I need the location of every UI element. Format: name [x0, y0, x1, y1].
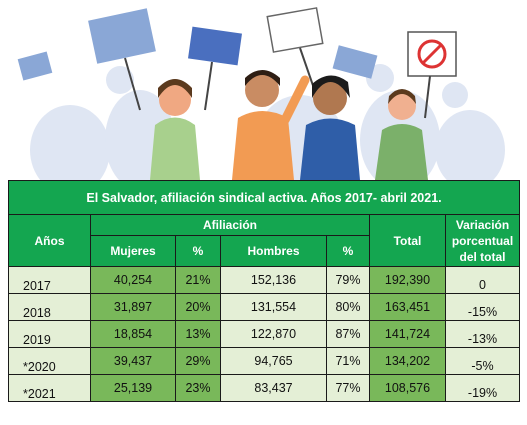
cell-year: 2018	[8, 293, 91, 321]
person-blue	[300, 75, 360, 180]
cell-pct-men: 77%	[326, 374, 370, 402]
sign-left	[88, 8, 156, 111]
cell-total: 192,390	[369, 266, 446, 294]
cell-pct-women: 13%	[175, 320, 221, 348]
cell-women: 18,854	[90, 320, 176, 348]
cell-pct-men: 80%	[326, 293, 370, 321]
cell-variation: -13%	[444, 320, 521, 348]
cell-pct-women: 21%	[175, 266, 221, 294]
cell-year: *2021	[8, 374, 91, 402]
cell-pct-women: 29%	[175, 347, 221, 375]
cell-year: 2017	[8, 266, 91, 294]
header-variation: Variación porcentual del total	[444, 214, 521, 267]
header-men: Hombres	[220, 235, 327, 267]
affiliation-table: El Salvador, afiliación sindical activa.…	[7, 180, 521, 402]
cell-pct-men: 79%	[326, 266, 370, 294]
header-pct-men: %	[326, 235, 370, 267]
cell-women: 40,254	[90, 266, 176, 294]
cell-variation: -19%	[444, 374, 521, 402]
cell-women: 25,139	[90, 374, 176, 402]
cell-variation: 0	[444, 266, 521, 294]
cell-year: *2020	[8, 347, 91, 375]
cell-pct-men: 71%	[326, 347, 370, 375]
cell-variation: -5%	[444, 347, 521, 375]
header-affiliation: Afiliación	[90, 214, 370, 236]
cell-women: 31,897	[90, 293, 176, 321]
cell-men: 94,765	[220, 347, 327, 375]
table-title: El Salvador, afiliación sindical activa.…	[7, 180, 521, 215]
person-orange	[232, 70, 310, 180]
table-row: 2017 40,254 21% 152,136 79% 192,390 0	[8, 266, 521, 294]
cell-pct-women: 20%	[175, 293, 221, 321]
cell-men: 122,870	[220, 320, 327, 348]
cell-pct-men: 87%	[326, 320, 370, 348]
cell-men: 83,437	[220, 374, 327, 402]
cell-total: 134,202	[369, 347, 446, 375]
sign-no	[407, 31, 457, 119]
cell-variation: -15%	[444, 293, 521, 321]
header-pct-women: %	[175, 235, 221, 267]
cell-total: 108,576	[369, 374, 446, 402]
header-total: Total	[369, 214, 446, 267]
table-row: *2020 39,437 29% 94,765 71% 134,202 -5%	[8, 347, 521, 375]
cell-women: 39,437	[90, 347, 176, 375]
table-row: *2021 25,139 23% 83,437 77% 108,576 -19%	[8, 374, 521, 402]
person-green	[150, 79, 200, 180]
header-years: Años	[8, 214, 91, 267]
protest-illustration	[17, 7, 505, 180]
table-row: 2019 18,854 13% 122,870 87% 141,724 -13%	[8, 320, 521, 348]
cell-pct-women: 23%	[175, 374, 221, 402]
cell-men: 152,136	[220, 266, 327, 294]
cell-year: 2019	[8, 320, 91, 348]
sign-blue	[188, 26, 242, 111]
table-row: 2018 31,897 20% 131,554 80% 163,451 -15%	[8, 293, 521, 321]
person-right	[375, 89, 428, 180]
cell-men: 131,554	[220, 293, 327, 321]
cell-total: 141,724	[369, 320, 446, 348]
cell-total: 163,451	[369, 293, 446, 321]
header-women: Mujeres	[90, 235, 176, 267]
